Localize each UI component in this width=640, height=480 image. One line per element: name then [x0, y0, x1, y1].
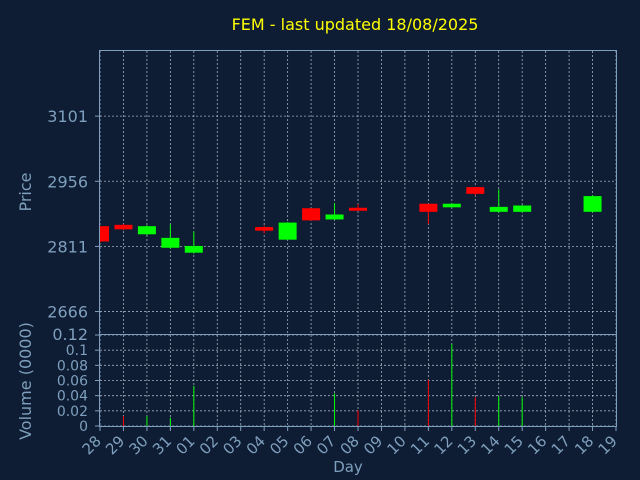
volume-tick-label: 0 [79, 419, 88, 435]
x-tick-label: 05 [266, 432, 292, 458]
candle-body [466, 187, 485, 194]
candle-body [325, 214, 344, 220]
candle-body [184, 245, 203, 253]
volume-tick-label: 0.06 [57, 374, 88, 390]
volume-tick-label: 0.12 [52, 325, 88, 344]
volume-tick-label: 0.08 [57, 358, 88, 374]
candle-body [583, 196, 602, 212]
price-tick-label: 2811 [47, 237, 88, 256]
volume-tick-label: 0.04 [57, 389, 88, 405]
x-tick-label: 16 [524, 432, 550, 458]
x-tick-label: 03 [219, 432, 245, 458]
volume-axis: 00.020.040.060.080.10.12 [52, 325, 100, 435]
price-tick-label: 2956 [47, 172, 88, 191]
candle-body [278, 222, 297, 240]
x-tick-label: 31 [149, 432, 175, 458]
x-tick-label: 04 [243, 432, 269, 458]
x-tick-label: 02 [196, 432, 222, 458]
candle-body [513, 205, 532, 212]
x-axis: 2829303101020304050607080910111213141516… [79, 426, 621, 458]
candle-body [100, 226, 109, 242]
candle-body [489, 206, 508, 212]
x-tick-label: 09 [360, 432, 386, 458]
x-tick-label: 06 [290, 432, 316, 458]
x-tick-label: 15 [501, 432, 527, 458]
x-tick-label: 30 [126, 432, 152, 458]
x-tick-label: 01 [172, 432, 198, 458]
x-tick-label: 12 [430, 432, 456, 458]
x-tick-label: 29 [102, 432, 128, 458]
x-tick-label: 17 [548, 432, 574, 458]
x-tick-label: 19 [595, 432, 621, 458]
price-axis: 2666 2811 2956 3101 [47, 107, 100, 322]
candle-body [349, 207, 367, 211]
x-tick-label: 14 [477, 432, 503, 458]
candle-body [114, 224, 133, 230]
x-tick-label: 13 [454, 432, 480, 458]
candle-body [302, 208, 321, 221]
volume-bars [122, 344, 523, 426]
price-axis-label: Price [16, 172, 35, 211]
x-tick-label: 07 [313, 432, 339, 458]
x-tick-label: 11 [407, 432, 433, 458]
volume-axis-label: Volume (0000) [16, 322, 35, 440]
candle-body [419, 203, 438, 212]
x-axis-label: Day [333, 458, 363, 476]
candles [99, 186, 602, 254]
candle-body [255, 227, 274, 231]
volume-tick-label: 0.1 [66, 343, 88, 359]
price-tick-label: 3101 [47, 107, 88, 126]
candle-body [442, 203, 461, 208]
price-grid [99, 51, 617, 334]
x-tick-label: 08 [337, 432, 363, 458]
x-tick-label: 10 [384, 432, 410, 458]
candle-body [137, 226, 156, 235]
price-tick-label: 2666 [47, 303, 88, 322]
volume-tick-label: 0.02 [57, 404, 88, 420]
candle-body [161, 237, 180, 248]
x-tick-label: 18 [571, 432, 597, 458]
chart-title: FEM - last updated 18/08/2025 [232, 15, 479, 34]
x-tick-label: 28 [79, 432, 105, 458]
